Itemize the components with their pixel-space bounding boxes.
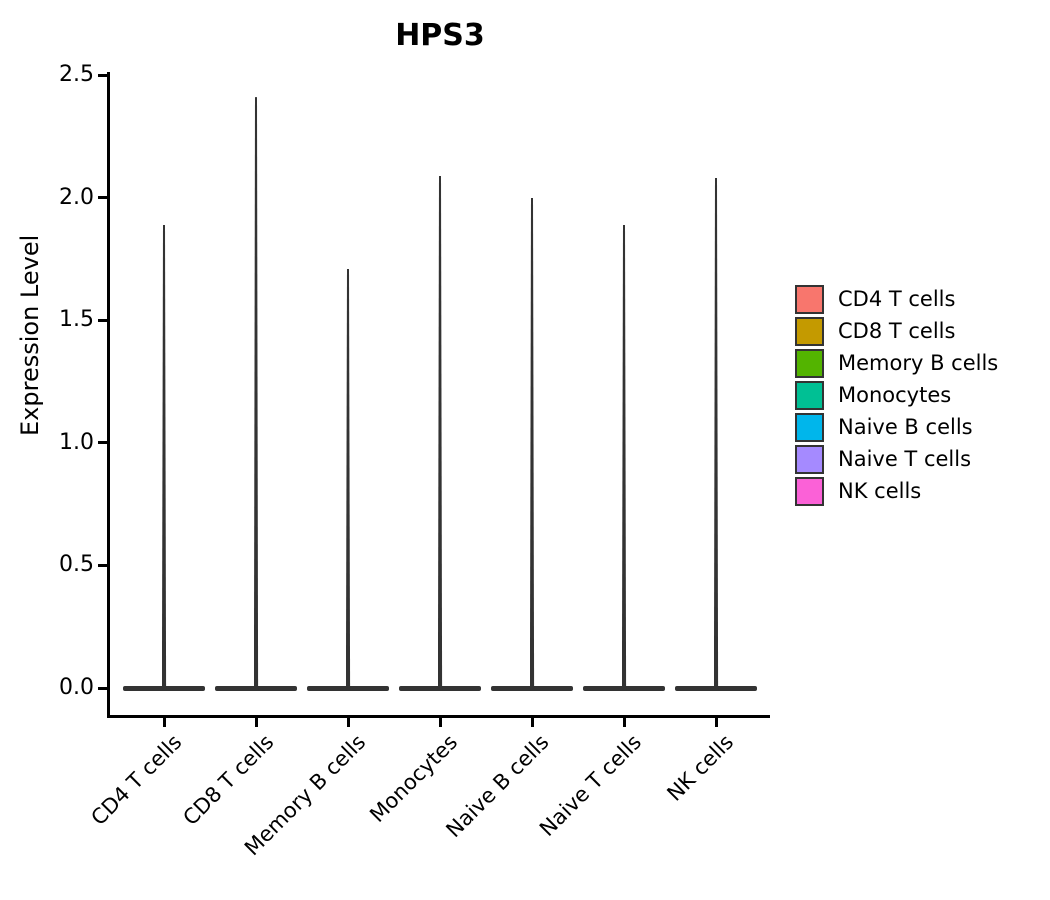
y-tick-mark: [98, 318, 107, 322]
legend-swatch: [795, 412, 824, 442]
x-tick-label: CD4 T cells: [85, 730, 186, 831]
legend-swatch: [795, 316, 824, 346]
violin-spike: [713, 177, 719, 690]
y-tick-label: 1.5: [59, 307, 94, 333]
legend-swatch: [795, 380, 824, 410]
y-tick-label: 2.5: [59, 62, 94, 87]
violin-spike: [437, 175, 443, 690]
y-tick-mark: [98, 196, 107, 200]
violin-spike: [161, 224, 167, 690]
legend-label: CD4 T cells: [838, 287, 956, 311]
x-tick-mark: [438, 718, 442, 727]
y-axis-line: [107, 72, 110, 718]
legend-label: Naive B cells: [838, 415, 973, 439]
legend-item: NK cells: [795, 475, 998, 507]
y-tick-label: 2.0: [59, 184, 94, 210]
y-tick-mark: [98, 686, 107, 690]
legend-label: NK cells: [838, 479, 922, 503]
legend-label: CD8 T cells: [838, 319, 956, 343]
chart-title: HPS3: [395, 18, 485, 53]
legend-item: CD8 T cells: [795, 315, 998, 347]
x-tick-label: Monocytes: [364, 730, 462, 828]
legend-item: Monocytes: [795, 379, 998, 411]
x-tick-label: NK cells: [662, 730, 738, 806]
y-tick-label: 0.5: [59, 552, 94, 578]
x-tick-mark: [254, 718, 258, 727]
legend-item: Naive B cells: [795, 411, 998, 443]
x-tick-mark: [530, 718, 534, 727]
y-tick-mark: [98, 73, 107, 77]
violin-spike: [345, 268, 351, 690]
x-tick-mark: [162, 718, 166, 727]
y-tick-label: 1.0: [59, 429, 94, 455]
y-tick-label: 0.0: [59, 675, 94, 700]
violin-spike: [529, 197, 535, 690]
y-tick-mark: [98, 563, 107, 567]
legend-swatch: [795, 284, 824, 314]
violin-spike: [621, 224, 627, 690]
legend-item: CD4 T cells: [795, 283, 998, 315]
legend: CD4 T cells CD8 T cells Memory B cells Mono…: [795, 283, 998, 507]
x-axis-line: [107, 715, 770, 718]
legend-label: Memory B cells: [838, 351, 999, 375]
x-tick-mark: [714, 718, 718, 727]
x-tick-mark: [346, 718, 350, 727]
legend-label: Naive T cells: [838, 447, 972, 471]
legend-label: Monocytes: [838, 383, 952, 407]
legend-swatch: [795, 476, 824, 506]
legend-swatch: [795, 348, 824, 378]
legend-item: Memory B cells: [795, 347, 998, 379]
violin-spike: [253, 97, 259, 690]
legend-swatch: [795, 444, 824, 474]
x-tick-label: CD8 T cells: [177, 730, 278, 831]
legend-item: Naive T cells: [795, 443, 998, 475]
y-tick-mark: [98, 441, 107, 445]
x-tick-mark: [622, 718, 626, 727]
